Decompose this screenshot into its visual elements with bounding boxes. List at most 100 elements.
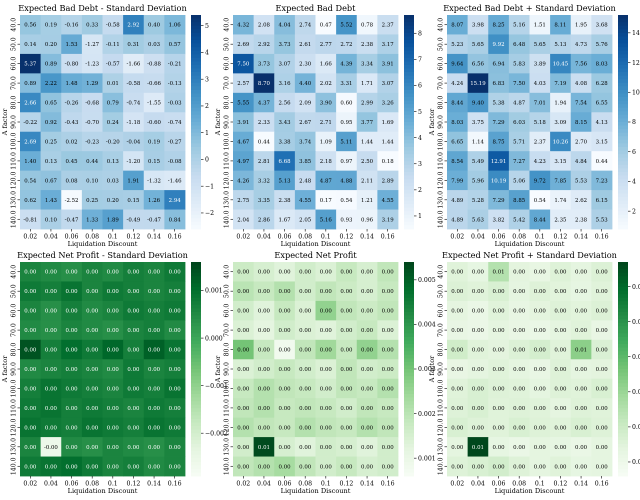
heatmap-cell (447, 398, 469, 419)
cell-label: 0.00 (169, 464, 182, 470)
heatmap-cell (467, 131, 489, 152)
cell-label: 0.00 (340, 348, 353, 354)
heatmap-cell (81, 262, 103, 282)
cell-label: 4.67 (237, 139, 250, 145)
cell-label: 0.00 (169, 406, 182, 412)
colorbar-segment (191, 150, 201, 155)
x-tick-label: 0.08 (298, 481, 312, 488)
y-tick-label: 40.0 (11, 265, 18, 279)
x-tick-label: 0.1 (108, 481, 118, 488)
colorbar-segment (618, 61, 628, 66)
cell-label: 0.00 (361, 348, 374, 354)
cell-label: -1.32 (147, 178, 161, 184)
heatmap-cell (81, 320, 103, 341)
heatmap-cell (570, 92, 592, 113)
cell-label: 8.85 (513, 198, 526, 204)
colorbar-tick-label: 8 (418, 30, 422, 37)
cell-label: 0.00 (258, 309, 271, 315)
heatmap-cell (143, 359, 165, 380)
heatmap-cell (102, 359, 124, 380)
colorbar-segment (191, 182, 201, 187)
colorbar-segment (618, 22, 628, 27)
x-tick-label: 0.14 (147, 234, 161, 241)
colorbar-segment (404, 150, 414, 155)
colorbar-segment (191, 376, 201, 381)
colorbar-segment (404, 404, 414, 409)
cell-label: 0.00 (148, 328, 161, 334)
heatmap-cell (253, 15, 275, 35)
colorbar-tick-label: 4 (205, 50, 209, 57)
heatmap-cell (570, 320, 592, 341)
y-tick-label: 60.0 (438, 304, 445, 318)
heatmap-cell (336, 190, 358, 210)
cell-label: 0.00 (575, 328, 588, 334)
heatmap-cell (336, 15, 358, 35)
cell-label: 6.56 (472, 62, 485, 68)
colorbar-tick-label: 14 (632, 30, 640, 37)
cell-label: 0.00 (361, 270, 374, 276)
heatmap-cell (315, 437, 337, 457)
y-tick-label: 40.0 (438, 265, 445, 279)
heatmap-cell (102, 300, 124, 321)
heatmap-cell (102, 112, 124, 133)
heatmap-cell (467, 73, 489, 94)
cell-label: 0.00 (493, 289, 506, 295)
cell-label: 0.00 (340, 425, 353, 431)
colorbar-segment (404, 286, 414, 291)
heatmap-cell (143, 281, 165, 302)
colorbar-segment (191, 465, 201, 470)
cell-label: -0.23 (85, 139, 99, 145)
cell-label: 0.00 (86, 425, 99, 431)
colorbar-segment (618, 326, 628, 331)
cell-label: 0.00 (107, 348, 120, 354)
cell-label: 0.00 (66, 367, 79, 373)
cell-label: 3.98 (472, 23, 485, 29)
cell-label: 0.00 (258, 464, 271, 470)
cell-label: 0.00 (472, 386, 485, 392)
heatmap-cell (143, 151, 165, 172)
colorbar-segment (191, 390, 201, 395)
heatmap-cell (488, 190, 510, 210)
heatmap-cell (20, 437, 42, 457)
heatmap-cell (40, 209, 62, 230)
heatmap-cell (20, 339, 42, 360)
colorbar-segment (404, 139, 414, 144)
colorbar-segment (191, 146, 201, 151)
y-tick-label: 110.0 (224, 399, 231, 417)
cell-label: 2.62 (575, 198, 587, 204)
heatmap-cell (294, 398, 316, 419)
colorbar-segment (191, 164, 201, 169)
heatmap-cell (294, 378, 316, 399)
heatmap-cell (233, 398, 255, 419)
x-axis-label: Liquidation Discount (68, 487, 138, 495)
colorbar-segment (618, 125, 628, 130)
colorbar-segment (618, 175, 628, 180)
colorbar-segment (404, 458, 414, 463)
colorbar-segment (404, 418, 414, 423)
cell-label: 4.89 (451, 198, 464, 204)
cell-label: 0.00 (554, 464, 567, 470)
heatmap-cell (81, 339, 103, 360)
cell-label: 5.38 (493, 101, 506, 107)
heatmap-cell (102, 262, 124, 282)
heatmap-cell (356, 131, 378, 152)
cell-label: 2.05 (299, 217, 312, 223)
cell-label: 5.16 (320, 217, 333, 223)
heatmap-cell (274, 34, 296, 55)
cell-label: 1.44 (382, 139, 395, 145)
cell-label: 0.33 (86, 23, 99, 29)
heatmap-cell (377, 437, 399, 457)
cell-label: 0.00 (320, 464, 333, 470)
heatmap-cell (102, 456, 124, 477)
heatmap-cell (294, 300, 316, 321)
y-tick-label: 130.0 (11, 191, 18, 209)
cell-label: 0.00 (320, 270, 333, 276)
heatmap-panel: Expected Net Profit - Standard Deviation… (1, 250, 228, 495)
colorbar-segment (618, 347, 628, 352)
cell-label: 0.00 (258, 289, 271, 295)
colorbar-tick-label: 0.004 (418, 322, 436, 329)
heatmap-cell (40, 456, 62, 477)
cell-label: 0.00 (45, 348, 58, 354)
heatmap-cell (356, 170, 378, 191)
